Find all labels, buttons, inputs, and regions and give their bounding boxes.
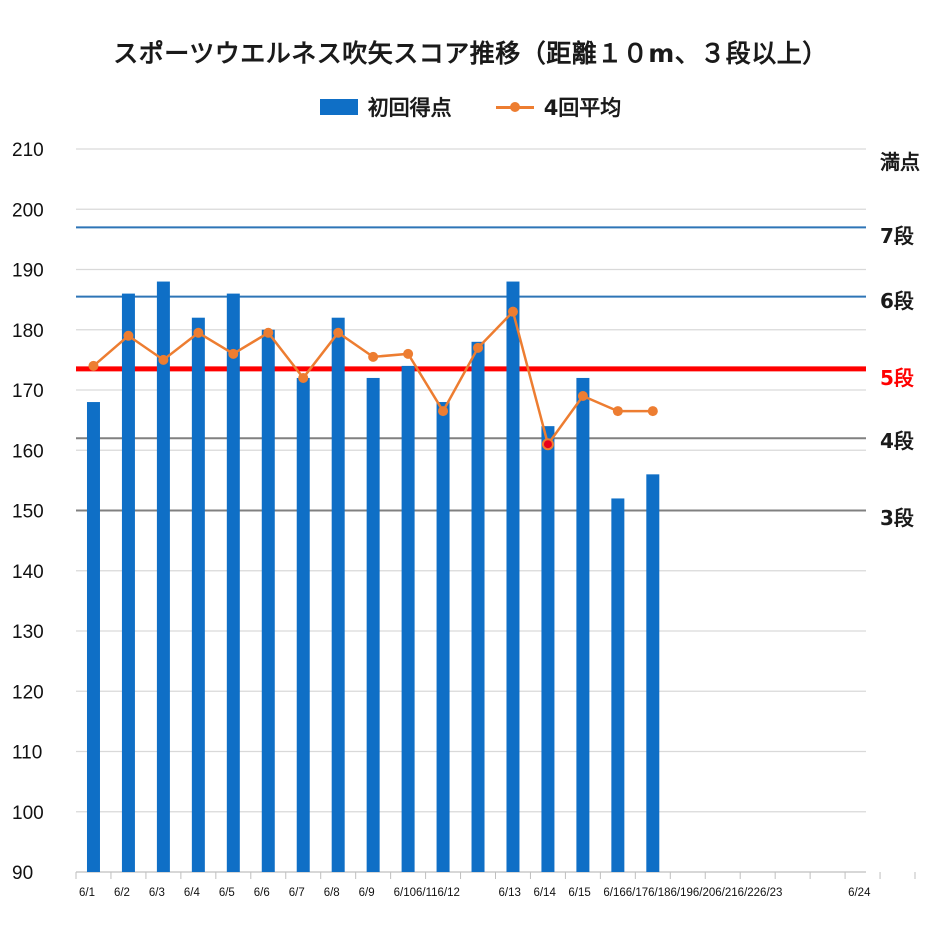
x-axis-ticks: 6/1 6/2 6/3 6/4 6/5 6/6 6/7 6/8 6/9 6/106/116/12 6… <box>75 872 916 899</box>
y-tick-label: 100 <box>12 803 44 824</box>
bar <box>611 498 625 872</box>
average-point <box>263 327 274 338</box>
y-tick-label: 180 <box>12 321 44 342</box>
x-tick-label: 6/2 <box>114 887 130 899</box>
reference-label: 7段 <box>880 224 914 248</box>
x-tick-label: 6/1 <box>79 887 95 899</box>
y-tick-label: 130 <box>12 622 44 643</box>
legend-item-bar[interactable]: 初回得点 <box>319 92 452 122</box>
chart-title: スポーツウエルネス吹矢スコア推移（距離１０m、３段以上） <box>113 39 828 68</box>
average-point <box>228 348 239 359</box>
reference-labels: 満点 7段 6段 5段 4段 3段 <box>880 150 920 530</box>
legend: 初回得点 4回平均 <box>0 92 941 122</box>
bar <box>401 365 415 872</box>
bar <box>261 329 275 872</box>
bar <box>191 317 205 872</box>
reference-label: 5段 <box>880 366 914 390</box>
bar <box>331 317 345 872</box>
bar <box>506 281 520 872</box>
bar <box>156 281 170 872</box>
average-point <box>577 391 588 402</box>
bar <box>541 426 555 872</box>
y-tick-label: 140 <box>12 562 44 583</box>
average-point <box>123 330 134 341</box>
y-tick-label: 190 <box>12 261 44 282</box>
bar <box>296 377 310 872</box>
average-point <box>507 306 518 317</box>
average-point <box>368 351 379 362</box>
bar <box>226 293 240 873</box>
x-tick-label: 6/8 <box>324 887 340 899</box>
legend-bar-swatch <box>319 99 358 115</box>
average-point <box>88 360 99 371</box>
y-tick-label: 160 <box>12 441 44 462</box>
x-tick-label: 6/6 <box>254 887 270 899</box>
x-tick-label: 6/106/116/12 <box>394 887 460 899</box>
reference-label: 4段 <box>880 429 914 453</box>
average-point <box>333 327 344 338</box>
x-tick-label: 6/4 <box>184 887 201 899</box>
legend-bar-label: 初回得点 <box>367 96 452 120</box>
reference-label: 6段 <box>880 289 914 313</box>
bar <box>646 474 660 872</box>
reference-label: 満点 <box>880 150 920 174</box>
x-tick-label: 6/5 <box>219 887 235 899</box>
y-axis-ticks: 90 100 110 120 130 140 150 160 170 180 190 200 210 <box>12 140 44 884</box>
x-tick-label: 6/166/176/186/196/206/216/226/23 <box>603 887 782 899</box>
average-point <box>158 354 169 365</box>
bar <box>471 341 485 872</box>
y-tick-label: 210 <box>12 140 44 161</box>
y-tick-label: 90 <box>12 863 33 884</box>
y-tick-label: 150 <box>12 502 44 523</box>
legend-line-label: 4回平均 <box>543 96 622 120</box>
y-tick-label: 120 <box>12 682 44 703</box>
average-point <box>541 438 554 451</box>
bar <box>436 402 450 872</box>
x-tick-label: 6/14 <box>533 887 556 899</box>
average-point <box>647 406 658 417</box>
bar <box>86 402 100 872</box>
bar <box>366 377 380 872</box>
average-point <box>298 372 309 383</box>
x-tick-label: 6/7 <box>289 887 305 899</box>
x-tick-label: 6/9 <box>359 887 375 899</box>
bar-series <box>86 281 660 873</box>
y-tick-label: 200 <box>12 200 44 221</box>
average-point <box>193 327 204 338</box>
y-tick-label: 110 <box>12 743 42 764</box>
reference-label: 3段 <box>880 506 914 530</box>
average-point <box>438 406 449 417</box>
reference-lines <box>76 226 866 512</box>
legend-item-line[interactable]: 4回平均 <box>495 92 622 122</box>
bar <box>121 293 135 873</box>
average-point <box>473 342 484 353</box>
average-point <box>612 406 623 417</box>
x-tick-label: 6/24 <box>848 887 871 899</box>
average-point <box>403 348 414 359</box>
y-tick-label: 170 <box>12 381 44 402</box>
x-tick-label: 6/3 <box>149 887 165 899</box>
bar <box>576 377 590 872</box>
average-line-series <box>88 306 658 451</box>
x-tick-label: 6/13 <box>499 887 521 899</box>
legend-line-swatch <box>495 99 534 115</box>
x-tick-label: 6/15 <box>568 887 590 899</box>
